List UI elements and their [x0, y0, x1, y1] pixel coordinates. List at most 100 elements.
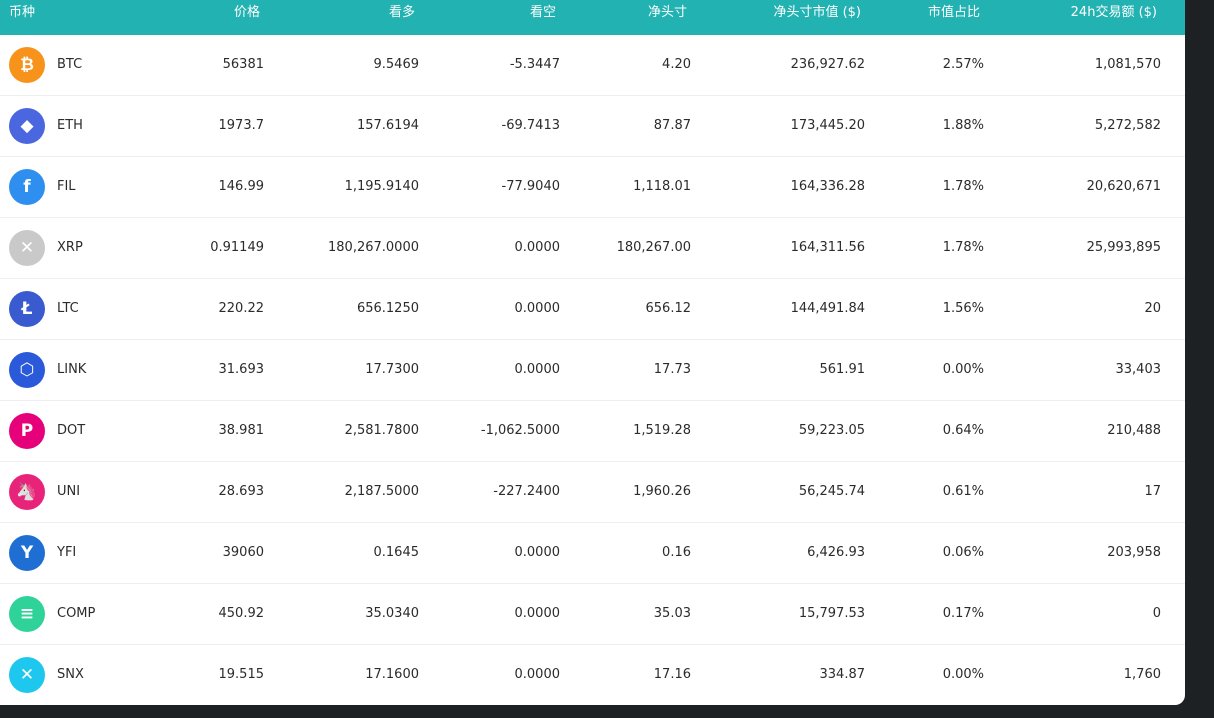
table-row[interactable]: ₿ BTC 56381 9.5469 -5.3447 4.20 236,927.62 2.57…: [0, 35, 1185, 96]
price-cell: 19.515: [218, 667, 265, 682]
table-row[interactable]: f FIL 146.99 1,195.9140 -77.9040 1,118.01 164,…: [0, 157, 1185, 218]
column-header-market-share[interactable]: 市值占比: [927, 5, 980, 20]
coin-symbol: XRP: [57, 240, 83, 255]
market-share-cell: 1.56%: [942, 301, 984, 316]
price-cell: 31.693: [218, 362, 265, 377]
net-position-cell: 4.20: [662, 57, 691, 72]
net-position-cell: 656.12: [645, 301, 692, 316]
price-cell: 220.22: [218, 301, 265, 316]
table-row[interactable]: 🦄 UNI 28.693 2,187.5000 -227.2400 1,960.26 56,…: [0, 462, 1185, 523]
column-header-volume-24h[interactable]: 24h交易额 ($): [1070, 5, 1157, 20]
market-share-cell: 0.64%: [942, 423, 984, 438]
positions-table: 币种 价格 看多 看空 净头寸 净头寸市值 ($) 市值占比 24h交易额 ($…: [0, 0, 1185, 705]
long-cell: 9.5469: [373, 57, 420, 72]
net-value-cell: 15,797.53: [798, 606, 865, 621]
table-row[interactable]: Y YFI 39060 0.1645 0.0000 0.16 6,426.93 0.06% 20…: [0, 523, 1185, 584]
coin-symbol: ETH: [57, 118, 83, 133]
yearn-icon: Y: [9, 535, 45, 571]
compound-icon: ≡: [9, 596, 45, 632]
short-cell: -227.2400: [493, 484, 560, 499]
long-cell: 0.1645: [373, 545, 420, 560]
coin-symbol: FIL: [57, 179, 76, 194]
price-cell: 38.981: [218, 423, 265, 438]
coin-symbol: BTC: [57, 57, 83, 72]
long-cell: 180,267.0000: [328, 240, 419, 255]
net-value-cell: 6,426.93: [807, 545, 865, 560]
table-row[interactable]: ≡ COMP 450.92 35.0340 0.0000 35.03 15,797.53 0.…: [0, 584, 1185, 645]
table-row[interactable]: P DOT 38.981 2,581.7800 -1,062.5000 1,519.28 5…: [0, 401, 1185, 462]
net-value-cell: 56,245.74: [798, 484, 865, 499]
table-row[interactable]: Ł LTC 220.22 656.1250 0.0000 656.12 144,491.84…: [0, 279, 1185, 340]
short-cell: 0.0000: [514, 301, 561, 316]
volume-cell: 25,993,895: [1086, 240, 1161, 255]
long-cell: 2,187.5000: [344, 484, 419, 499]
net-position-cell: 17.73: [653, 362, 691, 377]
price-cell: 56381: [222, 57, 264, 72]
column-header-long[interactable]: 看多: [388, 5, 415, 20]
net-value-cell: 59,223.05: [798, 423, 865, 438]
column-header-net-value[interactable]: 净头寸市值 ($): [773, 5, 861, 20]
market-share-cell: 0.17%: [942, 606, 984, 621]
long-cell: 157.6194: [356, 118, 419, 133]
volume-cell: 203,958: [1107, 545, 1161, 560]
long-cell: 1,195.9140: [344, 179, 419, 194]
net-position-cell: 180,267.00: [616, 240, 691, 255]
xrp-icon: ✕: [9, 230, 45, 266]
short-cell: 0.0000: [514, 545, 561, 560]
volume-cell: 5,272,582: [1094, 118, 1161, 133]
column-header-short[interactable]: 看空: [529, 5, 556, 20]
net-value-cell: 164,336.28: [790, 179, 865, 194]
filecoin-icon: f: [9, 169, 45, 205]
ethereum-icon: ◆: [9, 108, 45, 144]
coin-symbol: LTC: [57, 301, 79, 316]
net-value-cell: 164,311.56: [790, 240, 865, 255]
volume-cell: 17: [1144, 484, 1161, 499]
price-cell: 450.92: [218, 606, 265, 621]
price-cell: 146.99: [218, 179, 265, 194]
net-position-cell: 87.87: [653, 118, 691, 133]
market-share-cell: 2.57%: [942, 57, 984, 72]
column-header-price[interactable]: 价格: [233, 5, 260, 20]
uniswap-icon: 🦄: [9, 474, 45, 510]
net-position-cell: 0.16: [662, 545, 691, 560]
coin-symbol: UNI: [57, 484, 81, 499]
table-row[interactable]: ⬡ LINK 31.693 17.7300 0.0000 17.73 561.91 0.00%…: [0, 340, 1185, 401]
short-cell: -1,062.5000: [480, 423, 560, 438]
volume-cell: 20: [1144, 301, 1161, 316]
table-row[interactable]: ◆ ETH 1973.7 157.6194 -69.7413 87.87 173,445.2…: [0, 96, 1185, 157]
volume-cell: 20,620,671: [1086, 179, 1161, 194]
volume-cell: 210,488: [1107, 423, 1161, 438]
price-cell: 39060: [222, 545, 264, 560]
market-share-cell: 1.88%: [942, 118, 984, 133]
column-header-coin[interactable]: 币种: [9, 5, 36, 20]
table-header: 币种 价格 看多 看空 净头寸 净头寸市值 ($) 市值占比 24h交易额 ($…: [0, 0, 1185, 35]
volume-cell: 33,403: [1115, 362, 1162, 377]
market-share-cell: 0.00%: [942, 667, 984, 682]
synthetix-icon: ✕: [9, 657, 45, 693]
table-row[interactable]: ✕ XRP 0.91149 180,267.0000 0.0000 180,267.00 1…: [0, 218, 1185, 279]
volume-cell: 1,760: [1123, 667, 1161, 682]
bitcoin-icon: ₿: [9, 47, 45, 83]
coin-symbol: SNX: [57, 667, 84, 682]
long-cell: 656.1250: [356, 301, 419, 316]
net-value-cell: 236,927.62: [790, 57, 865, 72]
coin-symbol: DOT: [57, 423, 86, 438]
column-header-net-position[interactable]: 净头寸: [647, 5, 687, 20]
price-cell: 28.693: [218, 484, 265, 499]
table-row[interactable]: ✕ SNX 19.515 17.1600 0.0000 17.16 334.87 0.00% 1…: [0, 645, 1185, 705]
volume-cell: 1,081,570: [1094, 57, 1161, 72]
litecoin-icon: Ł: [9, 291, 45, 327]
short-cell: 0.0000: [514, 362, 561, 377]
short-cell: -77.9040: [501, 179, 560, 194]
long-cell: 17.7300: [365, 362, 419, 377]
short-cell: 0.0000: [514, 606, 561, 621]
market-share-cell: 0.06%: [942, 545, 984, 560]
volume-cell: 0: [1152, 606, 1161, 621]
coin-symbol: YFI: [57, 545, 77, 560]
net-position-cell: 35.03: [653, 606, 691, 621]
short-cell: 0.0000: [514, 667, 561, 682]
net-value-cell: 561.91: [819, 362, 866, 377]
price-cell: 1973.7: [218, 118, 265, 133]
net-value-cell: 173,445.20: [790, 118, 865, 133]
market-share-cell: 0.00%: [942, 362, 984, 377]
